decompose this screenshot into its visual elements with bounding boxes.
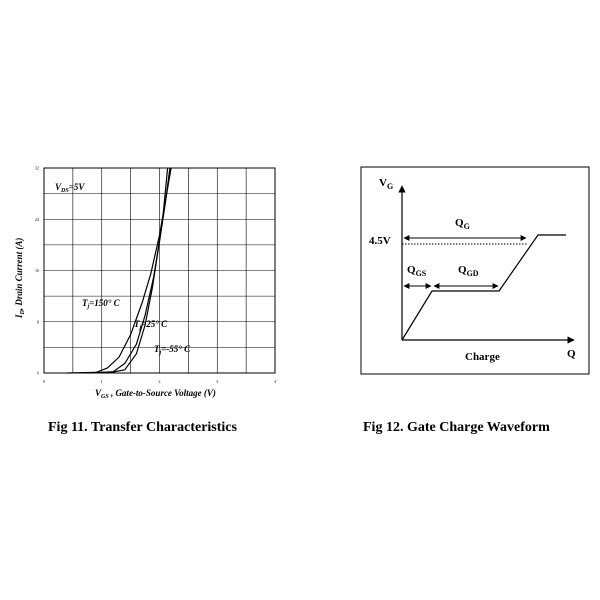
series-label-25c: Tj=25° C [134, 319, 168, 331]
q-axis-label: Q [567, 348, 576, 360]
fig11-caption: Fig 11. Transfer Characteristics [48, 420, 237, 435]
series-curve-0 [67, 167, 172, 374]
chart-curves [67, 167, 172, 374]
y-tick-labels: 0 8 16 24 32 [35, 166, 39, 376]
y-tick-label: 0 [37, 371, 39, 376]
vds-annotation: VDS=5V [55, 182, 85, 194]
y-tick-label: 24 [35, 217, 39, 222]
y-axis-label: ID, Drain Current (A) [14, 238, 26, 319]
y-tick-label: 8 [37, 319, 39, 324]
x-tick-label: 1 [101, 379, 103, 384]
x-tick-label: 3 [216, 379, 218, 384]
qgs-label: QGS [407, 264, 427, 278]
series-label-150c: Tj=150° C [82, 298, 121, 310]
y-tick-label: 32 [35, 166, 39, 171]
qg-label: QG [455, 217, 470, 231]
diagram-frame [360, 166, 590, 375]
series-label-minus55c: Tj=-55° C [154, 344, 191, 356]
fig12-caption: Fig 12. Gate Charge Waveform [363, 420, 550, 435]
x-tick-labels: 0 1 2 3 4 [43, 379, 276, 384]
x-tick-label: 0 [43, 379, 45, 384]
x-axis-label: VGS , Gate-to-Source Voltage (V) [95, 388, 216, 400]
charge-axis-title: Charge [465, 351, 500, 363]
chart-grid [44, 168, 275, 373]
qgd-label: QGD [458, 264, 479, 278]
level-label: 4.5V [369, 235, 391, 247]
x-tick-label: 4 [274, 379, 276, 384]
y-tick-label: 16 [35, 268, 39, 273]
series-curve-2 [107, 167, 169, 374]
gate-charge-waveform [401, 234, 566, 341]
x-tick-label: 2 [159, 379, 161, 384]
vg-axis-label: VG [379, 177, 393, 191]
